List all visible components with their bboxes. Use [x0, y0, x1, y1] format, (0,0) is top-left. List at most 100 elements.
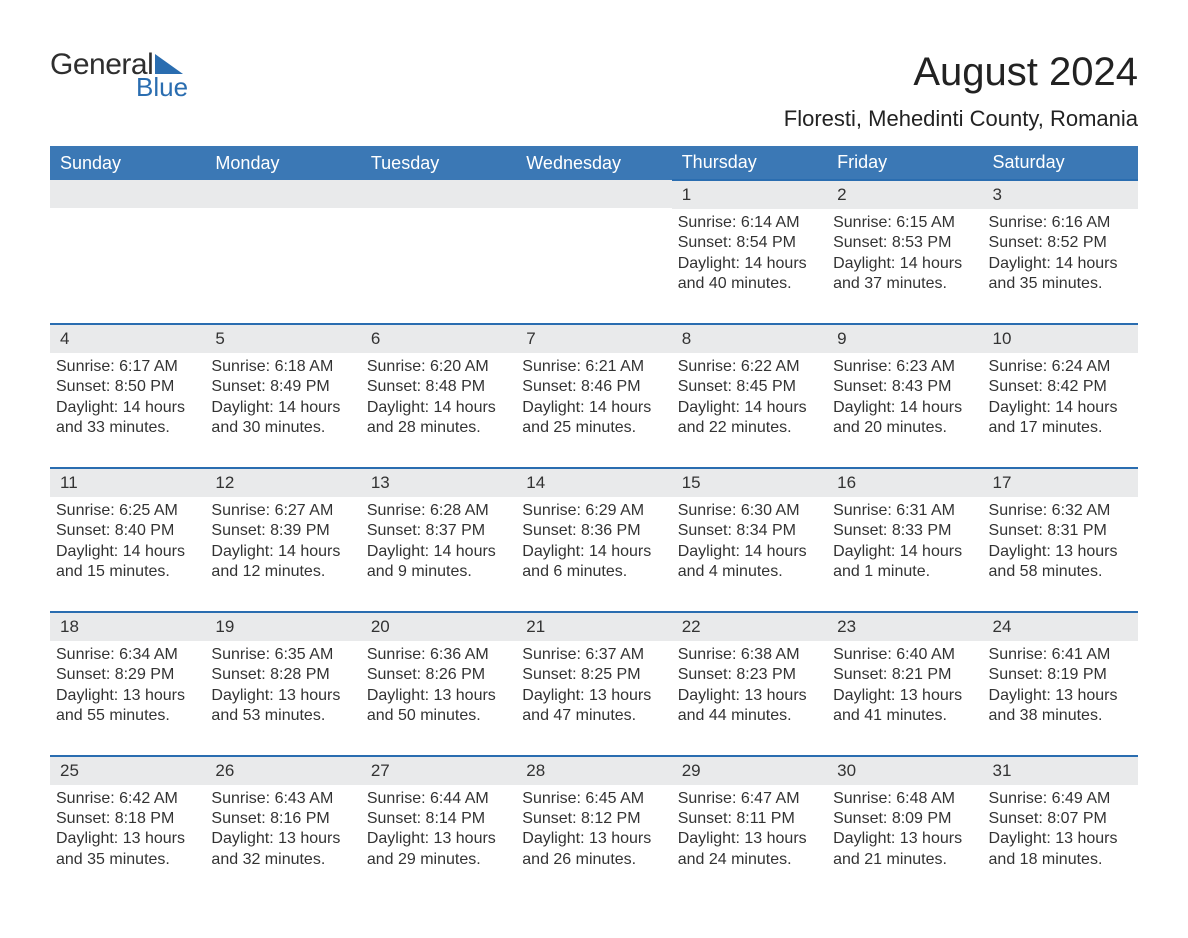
day-data: Sunrise: 6:49 AMSunset: 8:07 PMDaylight:… — [983, 785, 1138, 871]
day-d1: Daylight: 14 hours — [56, 542, 195, 562]
calendar-day-cell — [516, 180, 671, 324]
calendar-table: Sunday Monday Tuesday Wednesday Thursday… — [50, 146, 1138, 898]
day-data: Sunrise: 6:40 AMSunset: 8:21 PMDaylight:… — [827, 641, 982, 727]
day-d2: and 30 minutes. — [211, 418, 350, 438]
day-data: Sunrise: 6:38 AMSunset: 8:23 PMDaylight:… — [672, 641, 827, 727]
day-ss: Sunset: 8:23 PM — [678, 665, 817, 685]
day-ss: Sunset: 8:50 PM — [56, 377, 195, 397]
calendar-day-cell: 11Sunrise: 6:25 AMSunset: 8:40 PMDayligh… — [50, 468, 205, 612]
day-ss: Sunset: 8:09 PM — [833, 809, 972, 829]
day-d2: and 24 minutes. — [678, 850, 817, 870]
day-data: Sunrise: 6:37 AMSunset: 8:25 PMDaylight:… — [516, 641, 671, 727]
day-number: 9 — [827, 325, 982, 353]
day-d1: Daylight: 13 hours — [678, 829, 817, 849]
day-d2: and 32 minutes. — [211, 850, 350, 870]
day-number: 27 — [361, 757, 516, 785]
day-number: 15 — [672, 469, 827, 497]
header: General Blue August 2024 — [50, 50, 1138, 100]
day-d2: and 50 minutes. — [367, 706, 506, 726]
day-number: 16 — [827, 469, 982, 497]
day-ss: Sunset: 8:12 PM — [522, 809, 661, 829]
day-sr: Sunrise: 6:20 AM — [367, 357, 506, 377]
day-number — [516, 180, 671, 208]
day-sr: Sunrise: 6:18 AM — [211, 357, 350, 377]
day-d2: and 35 minutes. — [56, 850, 195, 870]
day-d1: Daylight: 14 hours — [678, 398, 817, 418]
day-number: 11 — [50, 469, 205, 497]
day-ss: Sunset: 8:07 PM — [989, 809, 1128, 829]
day-d2: and 20 minutes. — [833, 418, 972, 438]
day-d2: and 25 minutes. — [522, 418, 661, 438]
day-data: Sunrise: 6:27 AMSunset: 8:39 PMDaylight:… — [205, 497, 360, 583]
day-d1: Daylight: 13 hours — [833, 829, 972, 849]
weekday-header: Thursday — [672, 146, 827, 180]
day-ss: Sunset: 8:19 PM — [989, 665, 1128, 685]
day-d1: Daylight: 13 hours — [989, 829, 1128, 849]
page-title: August 2024 — [913, 50, 1138, 95]
day-number: 4 — [50, 325, 205, 353]
day-number: 18 — [50, 613, 205, 641]
day-number: 2 — [827, 181, 982, 209]
day-sr: Sunrise: 6:40 AM — [833, 645, 972, 665]
day-d1: Daylight: 14 hours — [522, 542, 661, 562]
day-number: 13 — [361, 469, 516, 497]
calendar-day-cell: 15Sunrise: 6:30 AMSunset: 8:34 PMDayligh… — [672, 468, 827, 612]
weekday-header: Saturday — [983, 146, 1138, 180]
day-ss: Sunset: 8:53 PM — [833, 233, 972, 253]
calendar-day-cell: 18Sunrise: 6:34 AMSunset: 8:29 PMDayligh… — [50, 612, 205, 756]
logo: General Blue — [50, 50, 188, 100]
day-ss: Sunset: 8:43 PM — [833, 377, 972, 397]
day-ss: Sunset: 8:54 PM — [678, 233, 817, 253]
calendar-day-cell: 7Sunrise: 6:21 AMSunset: 8:46 PMDaylight… — [516, 324, 671, 468]
day-d2: and 15 minutes. — [56, 562, 195, 582]
day-number — [205, 180, 360, 208]
weekday-header-row: Sunday Monday Tuesday Wednesday Thursday… — [50, 146, 1138, 180]
calendar-day-cell: 25Sunrise: 6:42 AMSunset: 8:18 PMDayligh… — [50, 756, 205, 899]
calendar-day-cell: 10Sunrise: 6:24 AMSunset: 8:42 PMDayligh… — [983, 324, 1138, 468]
day-number: 19 — [205, 613, 360, 641]
day-sr: Sunrise: 6:30 AM — [678, 501, 817, 521]
day-d1: Daylight: 14 hours — [989, 398, 1128, 418]
day-number: 30 — [827, 757, 982, 785]
calendar-day-cell: 26Sunrise: 6:43 AMSunset: 8:16 PMDayligh… — [205, 756, 360, 899]
day-number: 12 — [205, 469, 360, 497]
day-number: 25 — [50, 757, 205, 785]
day-d1: Daylight: 13 hours — [989, 542, 1128, 562]
day-sr: Sunrise: 6:49 AM — [989, 789, 1128, 809]
day-number: 14 — [516, 469, 671, 497]
calendar-day-cell: 16Sunrise: 6:31 AMSunset: 8:33 PMDayligh… — [827, 468, 982, 612]
day-data: Sunrise: 6:48 AMSunset: 8:09 PMDaylight:… — [827, 785, 982, 871]
day-number: 28 — [516, 757, 671, 785]
calendar-week-row: 1Sunrise: 6:14 AMSunset: 8:54 PMDaylight… — [50, 180, 1138, 324]
calendar-day-cell: 1Sunrise: 6:14 AMSunset: 8:54 PMDaylight… — [672, 180, 827, 324]
day-number: 17 — [983, 469, 1138, 497]
day-d2: and 47 minutes. — [522, 706, 661, 726]
day-d2: and 4 minutes. — [678, 562, 817, 582]
day-d2: and 1 minute. — [833, 562, 972, 582]
day-data: Sunrise: 6:18 AMSunset: 8:49 PMDaylight:… — [205, 353, 360, 439]
calendar-day-cell: 8Sunrise: 6:22 AMSunset: 8:45 PMDaylight… — [672, 324, 827, 468]
day-ss: Sunset: 8:48 PM — [367, 377, 506, 397]
weekday-header: Monday — [205, 146, 360, 180]
day-d1: Daylight: 14 hours — [833, 398, 972, 418]
day-ss: Sunset: 8:28 PM — [211, 665, 350, 685]
day-sr: Sunrise: 6:17 AM — [56, 357, 195, 377]
weekday-header: Wednesday — [516, 146, 671, 180]
calendar-day-cell: 29Sunrise: 6:47 AMSunset: 8:11 PMDayligh… — [672, 756, 827, 899]
day-data: Sunrise: 6:25 AMSunset: 8:40 PMDaylight:… — [50, 497, 205, 583]
calendar-week-row: 11Sunrise: 6:25 AMSunset: 8:40 PMDayligh… — [50, 468, 1138, 612]
day-data: Sunrise: 6:41 AMSunset: 8:19 PMDaylight:… — [983, 641, 1138, 727]
day-data: Sunrise: 6:32 AMSunset: 8:31 PMDaylight:… — [983, 497, 1138, 583]
day-ss: Sunset: 8:29 PM — [56, 665, 195, 685]
day-d1: Daylight: 14 hours — [833, 542, 972, 562]
day-ss: Sunset: 8:49 PM — [211, 377, 350, 397]
weekday-header: Tuesday — [361, 146, 516, 180]
day-ss: Sunset: 8:31 PM — [989, 521, 1128, 541]
day-ss: Sunset: 8:26 PM — [367, 665, 506, 685]
day-d1: Daylight: 14 hours — [833, 254, 972, 274]
calendar-day-cell: 14Sunrise: 6:29 AMSunset: 8:36 PMDayligh… — [516, 468, 671, 612]
day-data: Sunrise: 6:30 AMSunset: 8:34 PMDaylight:… — [672, 497, 827, 583]
calendar-day-cell — [50, 180, 205, 324]
day-d2: and 6 minutes. — [522, 562, 661, 582]
day-sr: Sunrise: 6:41 AM — [989, 645, 1128, 665]
